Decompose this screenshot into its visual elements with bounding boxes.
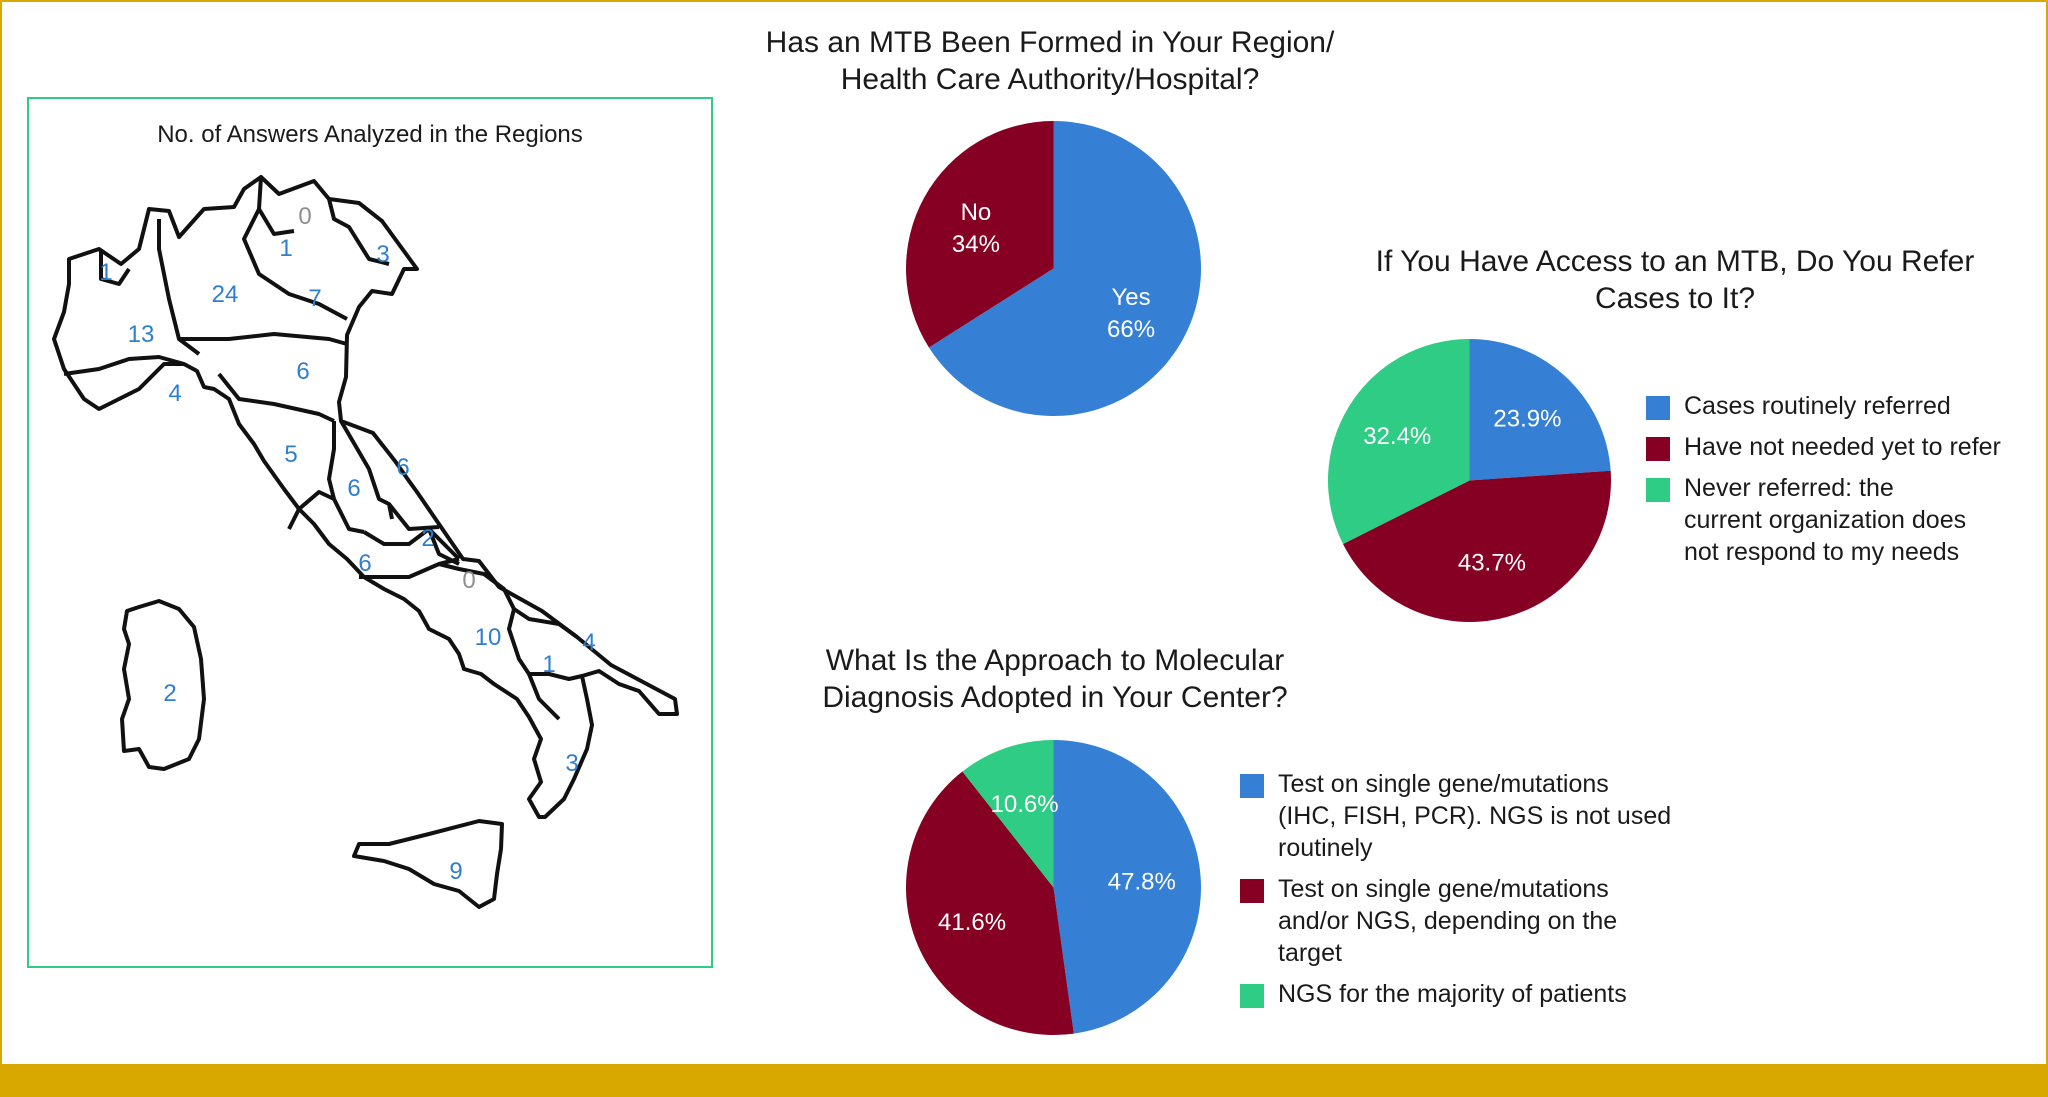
slice-percent-label: 32.4% [1363, 423, 1431, 450]
region-value-label: 1 [279, 235, 292, 262]
chart3-legend-item: NGS for the majority of patients [1240, 978, 1710, 1010]
legend-label-line: not respond to my needs [1684, 538, 1960, 566]
slice-percent-label: 66% [1107, 316, 1155, 343]
bottom-accent-bar [0, 1064, 2048, 1097]
legend-label-line: and/or NGS, depending on the [1278, 907, 1618, 935]
legend-label-line: Test on single gene/mutations [1278, 875, 1609, 903]
region-value-label: 5 [284, 441, 297, 468]
map-panel: No. of Answers Analyzed in the Regions [27, 97, 713, 968]
pie-slice [962, 740, 1054, 888]
region-value-label: 3 [376, 241, 389, 268]
chart1-pie: Yes 66% No 34% [906, 121, 1201, 416]
legend-label-line: Test on single gene/mutations [1278, 770, 1609, 798]
chart3-title: What Is the Approach to Molecular Diagno… [755, 642, 1355, 716]
sicily-outline [352, 819, 504, 909]
region-value-label: 1 [542, 651, 555, 678]
legend-label-line: Never referred: the [1684, 474, 1894, 502]
region-value-label: 4 [582, 629, 595, 656]
slice-percent-label: 23.9% [1493, 405, 1561, 432]
chart1-title: Has an MTB Been Formed in Your Region/ H… [700, 24, 1400, 98]
chart2-title-line: If You Have Access to an MTB, Do You Ref… [1375, 245, 1975, 278]
slice-percent-label: 10.6% [991, 791, 1059, 818]
region-value-label: 6 [347, 475, 360, 502]
legend-swatch [1646, 437, 1670, 461]
region-value-label: 0 [462, 567, 475, 594]
chart2-pie: 23.9% 43.7% 32.4% [1328, 339, 1611, 622]
chart3-title-line: What Is the Approach to Molecular [825, 644, 1285, 677]
figure-frame [0, 0, 2048, 1064]
legend-label-line: Cases routinely referred [1684, 392, 1951, 420]
pie-slice [906, 121, 1054, 348]
region-value-label: 7 [308, 285, 321, 312]
chart1-title-line: Health Care Authority/Hospital? [840, 63, 1260, 96]
region-value-label: 10 [475, 624, 502, 651]
chart2-title-line: Cases to It? [1594, 282, 1756, 315]
pie-slice [906, 771, 1074, 1035]
legend-swatch [1240, 879, 1264, 903]
legend-label-line: NGS for the majority of patients [1278, 980, 1627, 1008]
region-value-label: 2 [163, 680, 176, 707]
region-value-label: 2 [421, 525, 434, 552]
region-value-label: 1 [99, 259, 112, 286]
slice-name-label: No [961, 199, 992, 226]
pie-slice [928, 121, 1201, 416]
sardinia-outline [120, 599, 206, 771]
pie-slice [1328, 339, 1470, 544]
slice-percent-label: 41.6% [938, 909, 1006, 936]
chart2-legend-item: Cases routinely referred [1646, 390, 2046, 422]
region-value-label: 9 [449, 858, 462, 885]
legend-label-line: (IHC, FISH, PCR). NGS is not used [1278, 802, 1672, 830]
region-value-label: 6 [358, 550, 371, 577]
legend-label-line: current organization does [1684, 506, 1967, 534]
map-region-labels: 1 13 4 24 0 1 7 3 6 5 6 6 6 2 0 10 4 1 3… [99, 203, 595, 885]
region-value-label: 4 [168, 380, 181, 407]
map-title: No. of Answers Analyzed in the Regions [157, 121, 583, 148]
region-value-label: 24 [212, 281, 239, 308]
pie-slice [1469, 339, 1611, 481]
slice-percent-label: 47.8% [1108, 868, 1176, 895]
chart3-legend-item: Test on single gene/mutations and/or NGS… [1240, 873, 1710, 969]
chart2-legend-item: Never referred: the current organization… [1646, 472, 2046, 568]
chart2-title: If You Have Access to an MTB, Do You Ref… [1335, 243, 2015, 317]
legend-swatch [1240, 984, 1264, 1008]
legend-label-line: Have not needed yet to refer [1684, 433, 2001, 461]
slice-percent-label: 34% [952, 231, 1000, 258]
chart3-pie: 47.8% 41.6% 10.6% [906, 740, 1201, 1035]
region-value-label: 0 [298, 203, 311, 230]
pie-slice [1343, 470, 1611, 622]
chart3-legend-item: Test on single gene/mutations (IHC, FISH… [1240, 768, 1710, 864]
slice-percent-label: 43.7% [1458, 549, 1526, 576]
legend-swatch [1646, 478, 1670, 502]
italy-map: 1 13 4 24 0 1 7 3 6 5 6 6 6 2 0 10 4 1 3… [52, 175, 679, 909]
slice-name-label: Yes [1111, 284, 1150, 311]
italy-mainland-outline [52, 175, 679, 819]
chart3-title-line: Diagnosis Adopted in Your Center? [822, 681, 1288, 714]
legend-swatch [1240, 774, 1264, 798]
legend-label-line: target [1278, 939, 1342, 967]
chart2-legend: Cases routinely referred Have not needed… [1646, 390, 2046, 577]
region-value-label: 13 [128, 321, 155, 348]
chart1-title-line: Has an MTB Been Formed in Your Region/ [765, 26, 1335, 59]
region-value-label: 3 [565, 750, 578, 777]
legend-label-line: routinely [1278, 834, 1373, 862]
region-value-label: 6 [396, 454, 409, 481]
chart2-legend-item: Have not needed yet to refer [1646, 431, 2046, 463]
chart3-legend: Test on single gene/mutations (IHC, FISH… [1240, 768, 1710, 1019]
legend-swatch [1646, 396, 1670, 420]
region-value-label: 6 [296, 358, 309, 385]
pie-slice [1053, 740, 1201, 1034]
